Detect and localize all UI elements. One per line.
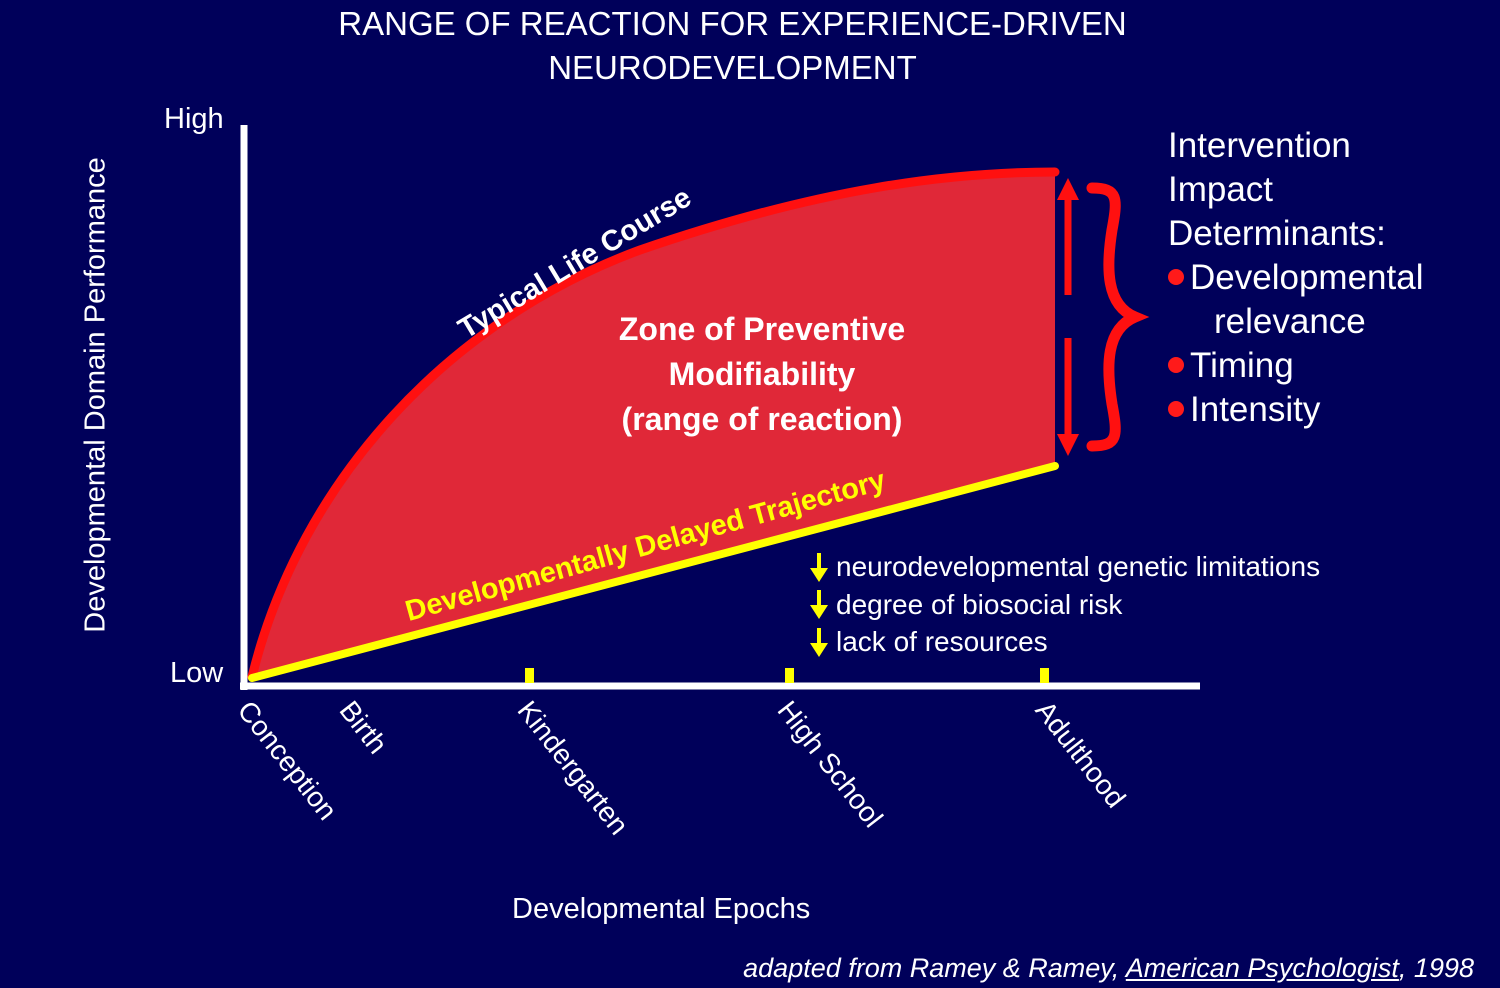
factor-label: neurodevelopmental genetic limitations [836,551,1321,582]
citation-suffix: , 1998 [1398,953,1474,983]
down-arrow-icon [810,552,828,582]
factor-label: lack of resources [836,626,1048,657]
determinant-label-continued: relevance [1214,302,1366,341]
delay-factors-list: neurodevelopmental genetic limitations d… [808,548,1320,661]
citation-journal: American Psychologist [1125,953,1399,983]
y-axis-high-label: High [164,103,224,135]
y-axis-low-label: Low [170,657,224,689]
zone-label-line-1: Zone of Preventive [618,311,906,347]
determinants-heading-3: Determinants: [1168,214,1386,253]
title-line-2: NEURODEVELOPMENT [548,49,917,86]
factor-item: neurodevelopmental genetic limitations [808,548,1320,586]
determinant-label: Intensity [1190,390,1321,429]
intervention-determinants: Intervention Impact Determinants: Develo… [1168,124,1423,432]
determinant-item: Timing [1168,344,1423,388]
typical-life-course-curve [247,167,1060,682]
title-line-1: RANGE OF REACTION FOR EXPERIENCE-DRIVEN [338,5,1127,42]
factor-item: degree of biosocial risk [808,586,1320,624]
bullet-icon [1168,401,1184,417]
tick-adulthood [1040,668,1049,683]
factor-item: lack of resources [808,623,1320,661]
tick-high-school [785,668,794,683]
down-arrow-icon [810,590,828,620]
bullet-icon [1168,269,1184,285]
chart-title: RANGE OF REACTION FOR EXPERIENCE-DRIVEN … [0,2,1465,90]
tick-kindergarten [525,668,534,683]
determinants-heading-1: Intervention [1168,126,1351,165]
zone-label: Zone of Preventive Modifiability (range … [582,307,942,442]
range-double-arrow [1057,178,1079,456]
curly-brace [1086,182,1150,452]
determinant-label: Developmental [1190,258,1424,297]
citation: adapted from Ramey & Ramey, American Psy… [743,953,1474,984]
x-axis-label: Developmental Epochs [512,893,811,925]
determinant-label: Timing [1190,346,1294,385]
determinant-item: Intensity [1168,388,1423,432]
citation-prefix: adapted from Ramey & Ramey, [743,953,1126,983]
determinants-heading-2: Impact [1168,170,1274,209]
determinant-item: Developmental relevance [1168,256,1423,344]
down-arrow-icon [810,627,828,657]
zone-label-line-3: (range of reaction) [621,401,903,437]
factor-label: degree of biosocial risk [836,588,1123,620]
bullet-icon [1168,357,1184,373]
zone-label-line-2: Modifiability [668,356,856,392]
zone-of-modifiability-area [252,172,1055,677]
delayed-trajectory-line [248,462,1059,682]
